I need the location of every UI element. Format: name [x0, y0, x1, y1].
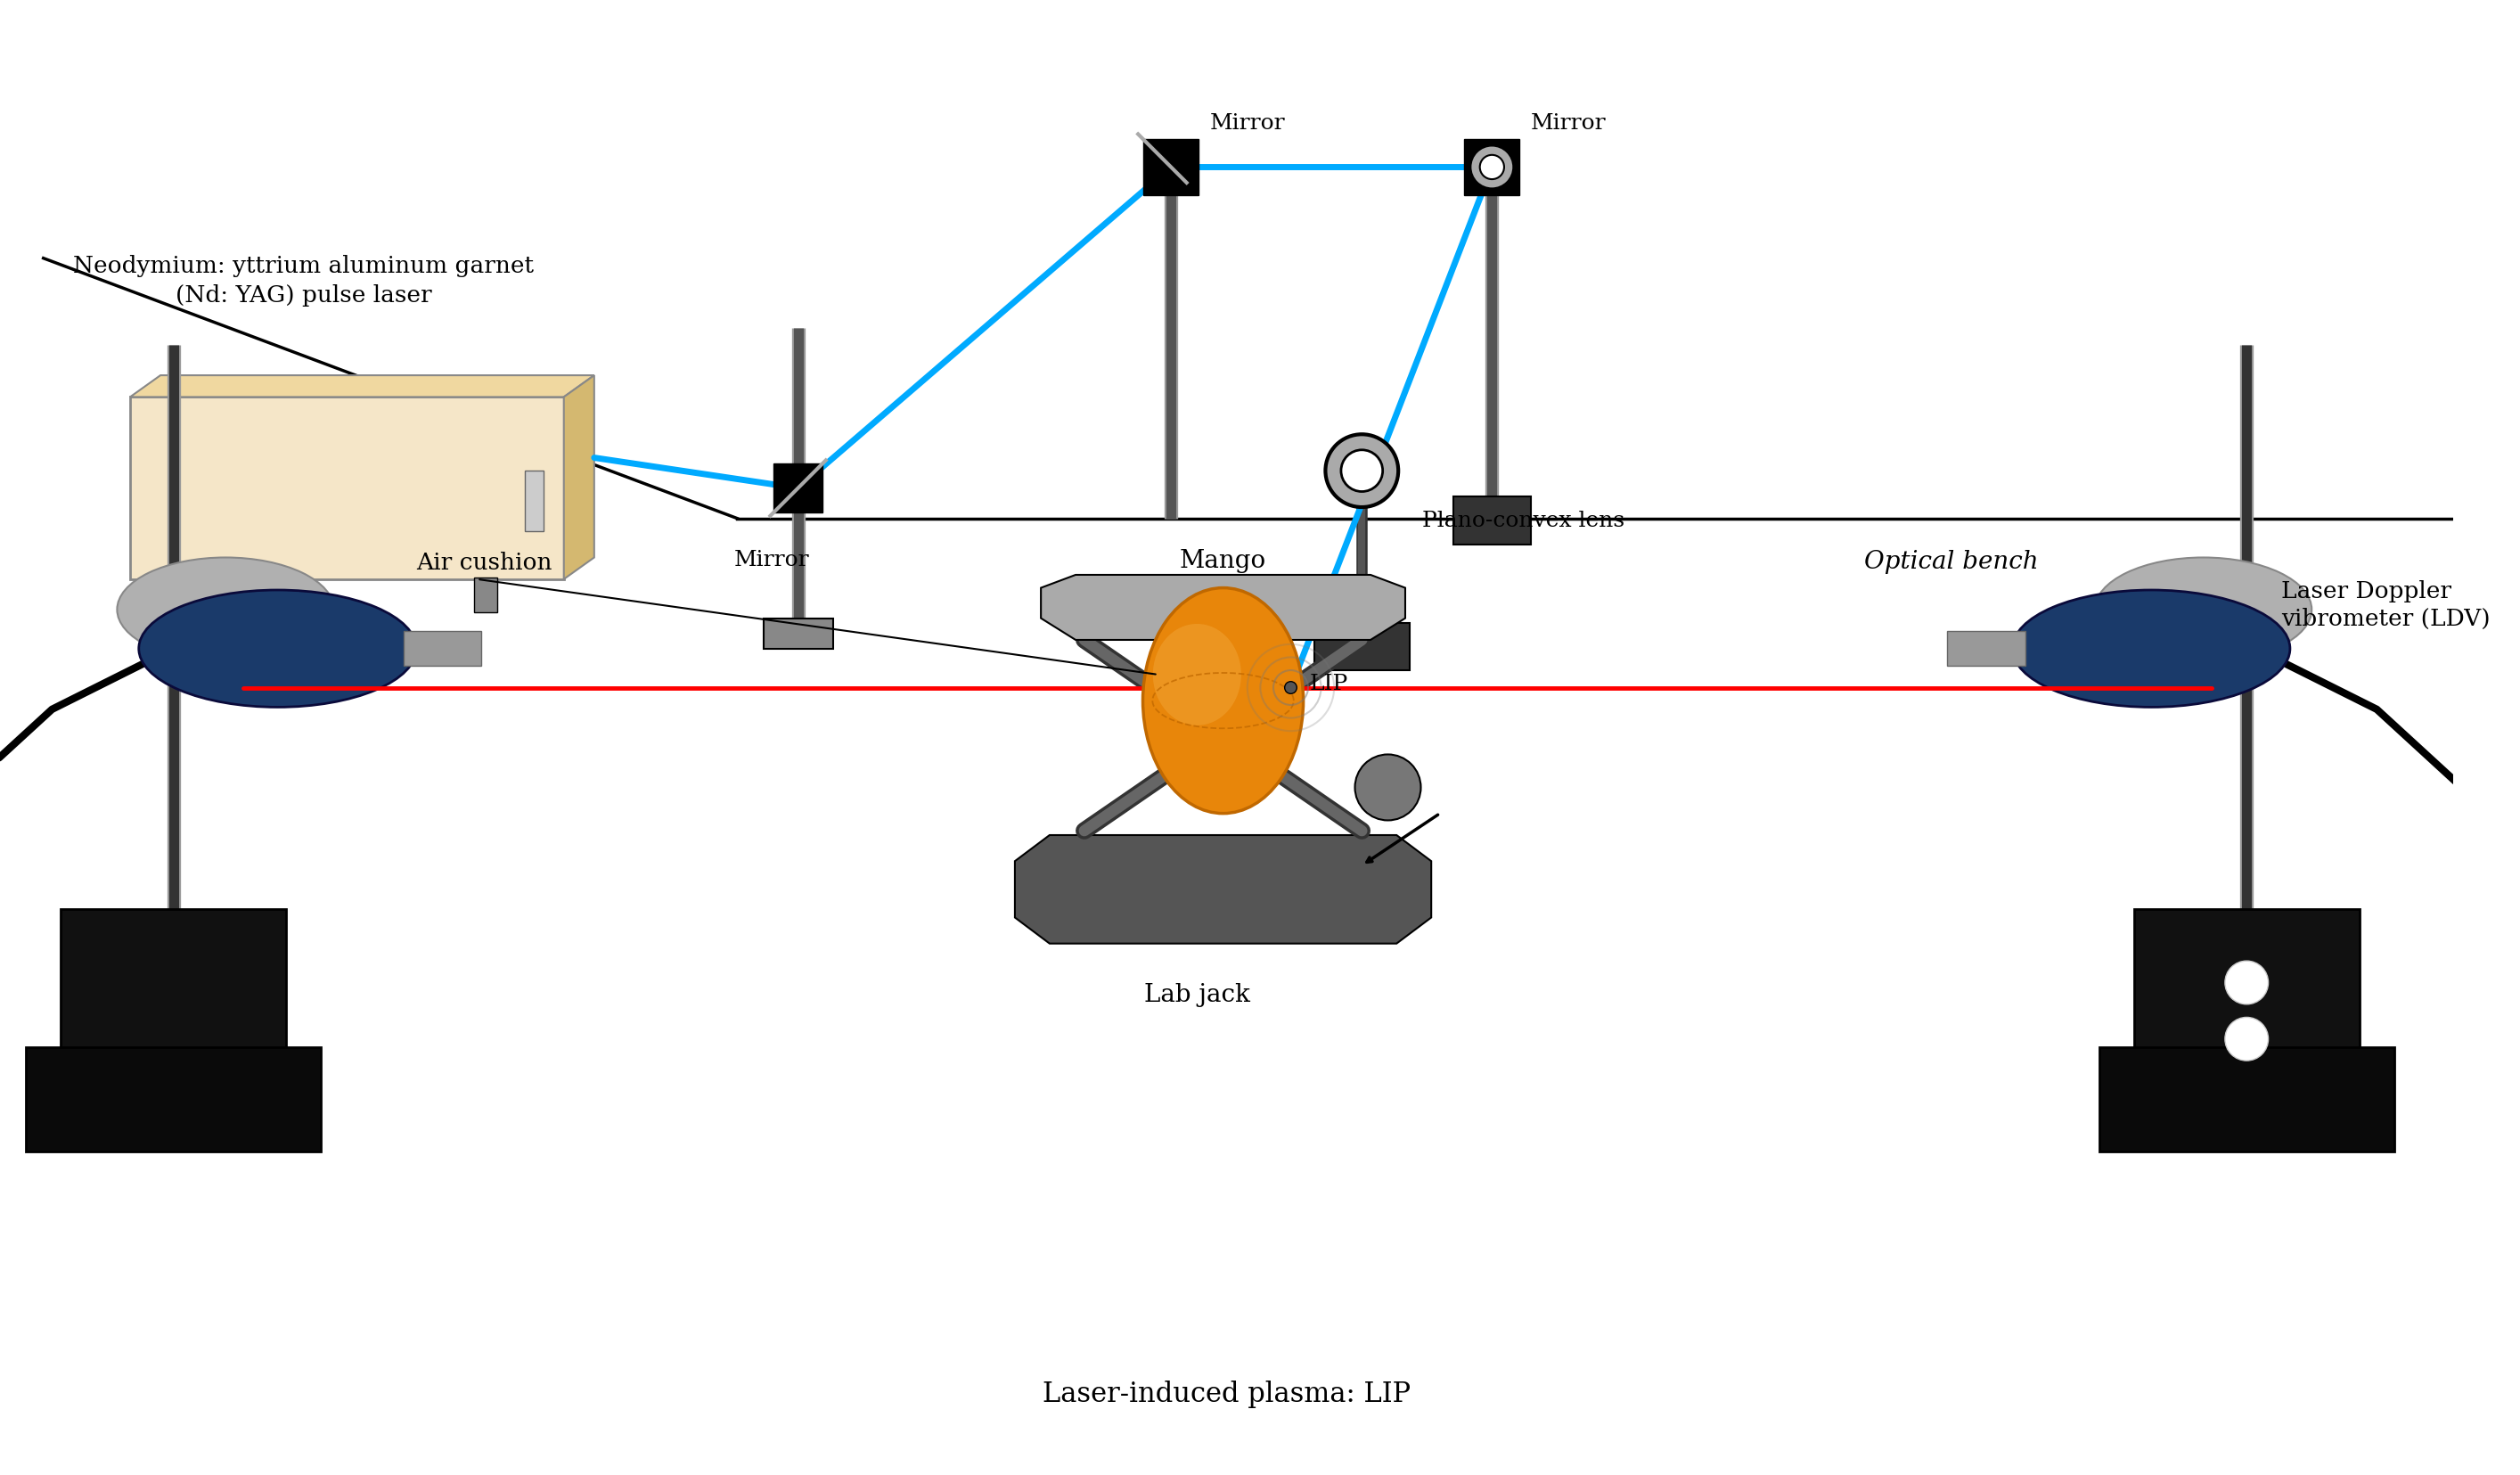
Circle shape	[1341, 450, 1383, 493]
Text: Plano-convex lens: Plano-convex lens	[1424, 510, 1625, 531]
Polygon shape	[1041, 575, 1406, 640]
Text: Lab jack: Lab jack	[1144, 982, 1250, 1007]
Bar	[774, 465, 822, 513]
Circle shape	[1479, 156, 1504, 180]
Circle shape	[1205, 717, 1242, 755]
Ellipse shape	[1144, 589, 1303, 814]
Bar	[25, 1047, 320, 1152]
Bar	[764, 618, 832, 649]
Bar	[131, 398, 564, 580]
Text: LIP: LIP	[1310, 674, 1348, 693]
Bar	[1313, 622, 1409, 671]
Bar	[1464, 140, 1520, 196]
Bar	[1144, 140, 1200, 196]
Bar	[403, 631, 481, 667]
Circle shape	[2225, 962, 2268, 1004]
Polygon shape	[131, 376, 595, 398]
Bar	[524, 472, 544, 532]
Text: Laser Doppler
vibrometer (LDV): Laser Doppler vibrometer (LDV)	[2281, 580, 2490, 630]
Circle shape	[1356, 755, 1421, 820]
Ellipse shape	[116, 558, 335, 662]
Text: Mango: Mango	[1179, 549, 1268, 572]
Text: Neodymium: yttrium aluminum garnet
(Nd: YAG) pulse laser: Neodymium: yttrium aluminum garnet (Nd: …	[73, 255, 534, 307]
Circle shape	[1285, 681, 1298, 695]
Bar	[2099, 1047, 2394, 1152]
Bar	[197, 578, 219, 612]
Bar	[2134, 909, 2359, 1056]
Ellipse shape	[139, 590, 416, 708]
Bar	[1948, 631, 2026, 667]
Text: Mirror: Mirror	[1532, 112, 1605, 133]
Ellipse shape	[2013, 590, 2291, 708]
Circle shape	[2225, 1018, 2268, 1061]
Text: Mirror: Mirror	[1210, 112, 1285, 133]
Polygon shape	[1016, 835, 1431, 944]
Bar	[1454, 497, 1532, 546]
Text: Air cushion: Air cushion	[416, 552, 552, 574]
Ellipse shape	[1154, 624, 1242, 726]
Circle shape	[1469, 146, 1515, 189]
Bar	[60, 909, 287, 1056]
Text: Optical bench: Optical bench	[1865, 549, 2039, 574]
Polygon shape	[564, 376, 595, 580]
Text: Laser-induced plasma: LIP: Laser-induced plasma: LIP	[1043, 1381, 1411, 1407]
Text: Mirror: Mirror	[733, 549, 809, 569]
Bar	[474, 578, 496, 612]
Ellipse shape	[2094, 558, 2311, 662]
Circle shape	[1326, 435, 1399, 507]
